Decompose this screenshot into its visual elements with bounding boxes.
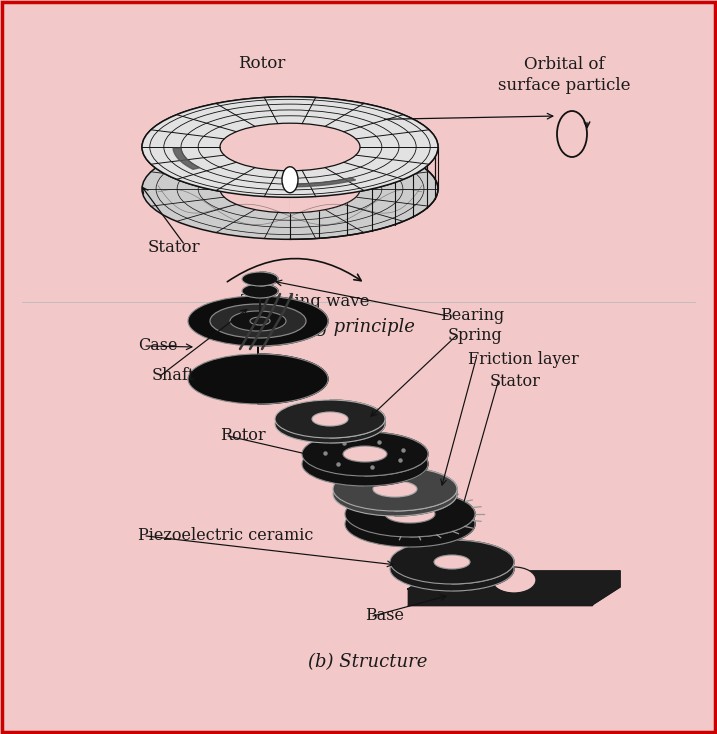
Text: Shaft: Shaft bbox=[152, 368, 195, 385]
Ellipse shape bbox=[333, 467, 457, 511]
Ellipse shape bbox=[275, 400, 385, 438]
Ellipse shape bbox=[390, 540, 514, 584]
Ellipse shape bbox=[275, 405, 385, 443]
FancyArrowPatch shape bbox=[227, 258, 361, 282]
Ellipse shape bbox=[312, 417, 348, 431]
Text: (b) Structure: (b) Structure bbox=[308, 653, 427, 671]
Ellipse shape bbox=[250, 317, 270, 325]
Polygon shape bbox=[592, 571, 620, 605]
Polygon shape bbox=[173, 148, 199, 170]
Ellipse shape bbox=[210, 304, 306, 338]
Polygon shape bbox=[365, 432, 428, 486]
Ellipse shape bbox=[333, 472, 457, 516]
Text: Case: Case bbox=[138, 338, 178, 355]
Text: Spring: Spring bbox=[448, 327, 503, 344]
Polygon shape bbox=[410, 491, 475, 547]
Ellipse shape bbox=[312, 412, 348, 426]
Ellipse shape bbox=[230, 311, 286, 331]
Polygon shape bbox=[260, 272, 278, 298]
Ellipse shape bbox=[390, 547, 514, 591]
Polygon shape bbox=[330, 400, 385, 443]
Ellipse shape bbox=[282, 167, 298, 193]
Text: Rotor: Rotor bbox=[220, 427, 265, 445]
Ellipse shape bbox=[373, 486, 417, 502]
Ellipse shape bbox=[242, 272, 278, 286]
Text: Orbital of
surface particle: Orbital of surface particle bbox=[498, 56, 630, 94]
Ellipse shape bbox=[385, 515, 435, 533]
Ellipse shape bbox=[385, 505, 435, 523]
Ellipse shape bbox=[343, 446, 387, 462]
Ellipse shape bbox=[345, 501, 475, 547]
Polygon shape bbox=[408, 571, 620, 589]
Polygon shape bbox=[290, 97, 438, 239]
Ellipse shape bbox=[220, 123, 360, 171]
Ellipse shape bbox=[345, 491, 475, 537]
Ellipse shape bbox=[302, 442, 428, 486]
Text: Traveling wave: Traveling wave bbox=[241, 293, 369, 310]
Polygon shape bbox=[260, 287, 270, 325]
Polygon shape bbox=[290, 123, 360, 213]
Text: Piezoelectric ceramic: Piezoelectric ceramic bbox=[138, 528, 313, 545]
Text: Bearing: Bearing bbox=[440, 308, 504, 324]
Ellipse shape bbox=[492, 567, 536, 593]
Polygon shape bbox=[395, 467, 457, 516]
Text: Rotor: Rotor bbox=[238, 54, 285, 72]
Ellipse shape bbox=[142, 139, 438, 239]
Ellipse shape bbox=[434, 555, 470, 569]
Text: Friction layer: Friction layer bbox=[468, 351, 579, 368]
Ellipse shape bbox=[373, 481, 417, 497]
Polygon shape bbox=[452, 540, 514, 591]
Polygon shape bbox=[258, 296, 328, 404]
Polygon shape bbox=[408, 589, 592, 605]
Ellipse shape bbox=[142, 97, 438, 197]
Ellipse shape bbox=[220, 165, 360, 213]
Text: Base: Base bbox=[365, 608, 404, 625]
Text: Stator: Stator bbox=[490, 374, 541, 390]
Polygon shape bbox=[294, 178, 356, 187]
Ellipse shape bbox=[434, 562, 470, 576]
Ellipse shape bbox=[250, 287, 270, 295]
Ellipse shape bbox=[302, 432, 428, 476]
Ellipse shape bbox=[343, 456, 387, 472]
Text: Stator: Stator bbox=[148, 239, 201, 256]
Ellipse shape bbox=[188, 296, 328, 346]
Text: (a) Operating principle: (a) Operating principle bbox=[205, 319, 415, 336]
Ellipse shape bbox=[188, 354, 328, 404]
Ellipse shape bbox=[242, 284, 278, 298]
